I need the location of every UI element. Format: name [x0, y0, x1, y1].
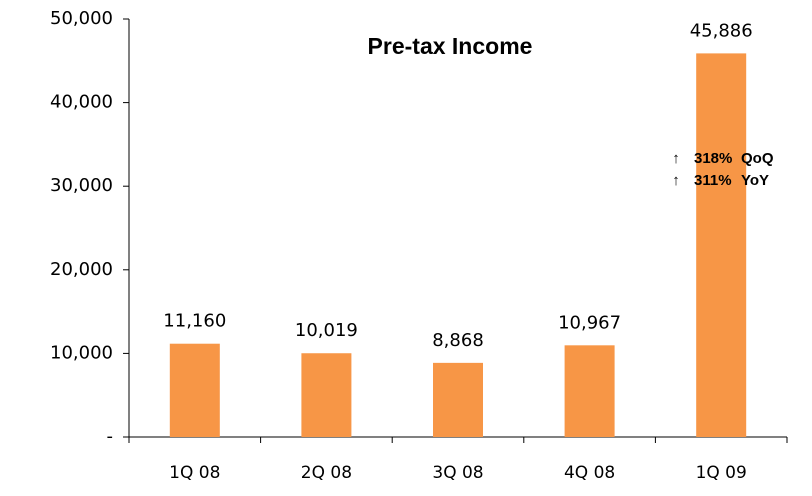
y-tick-label: 20,000 [50, 259, 113, 280]
data-label: 45,886 [690, 20, 753, 41]
x-tick-label: 1Q 09 [696, 463, 747, 483]
annotation-change: 318% [694, 150, 732, 167]
x-tick-label: 3Q 08 [432, 463, 483, 483]
y-tick-label: 10,000 [50, 342, 113, 363]
x-tick-label: 4Q 08 [564, 463, 615, 483]
data-label: 11,160 [163, 311, 226, 332]
x-tick-label: 2Q 08 [301, 463, 352, 483]
bar [301, 353, 352, 437]
x-tick-label: 1Q 08 [169, 463, 220, 483]
bar [433, 362, 483, 437]
bar [564, 345, 615, 437]
data-label: 10,967 [558, 312, 621, 333]
chart-title: Pre-tax Income [368, 33, 533, 59]
annotation-arrow: ↑ [672, 172, 680, 189]
annotation-label: YoY [741, 172, 769, 189]
bar [169, 343, 220, 437]
y-tick-label: 30,000 [50, 175, 113, 196]
data-label: 8,868 [432, 330, 484, 351]
data-label: 10,019 [295, 320, 358, 341]
y-tick-label: - [107, 426, 114, 447]
annotation-label: QoQ [741, 150, 774, 167]
bar [696, 53, 747, 438]
annotation-arrow: ↑ [672, 150, 680, 167]
y-tick-label: 50,000 [50, 8, 113, 29]
annotation-change: 311% [694, 172, 732, 189]
y-tick-label: 40,000 [50, 92, 113, 113]
